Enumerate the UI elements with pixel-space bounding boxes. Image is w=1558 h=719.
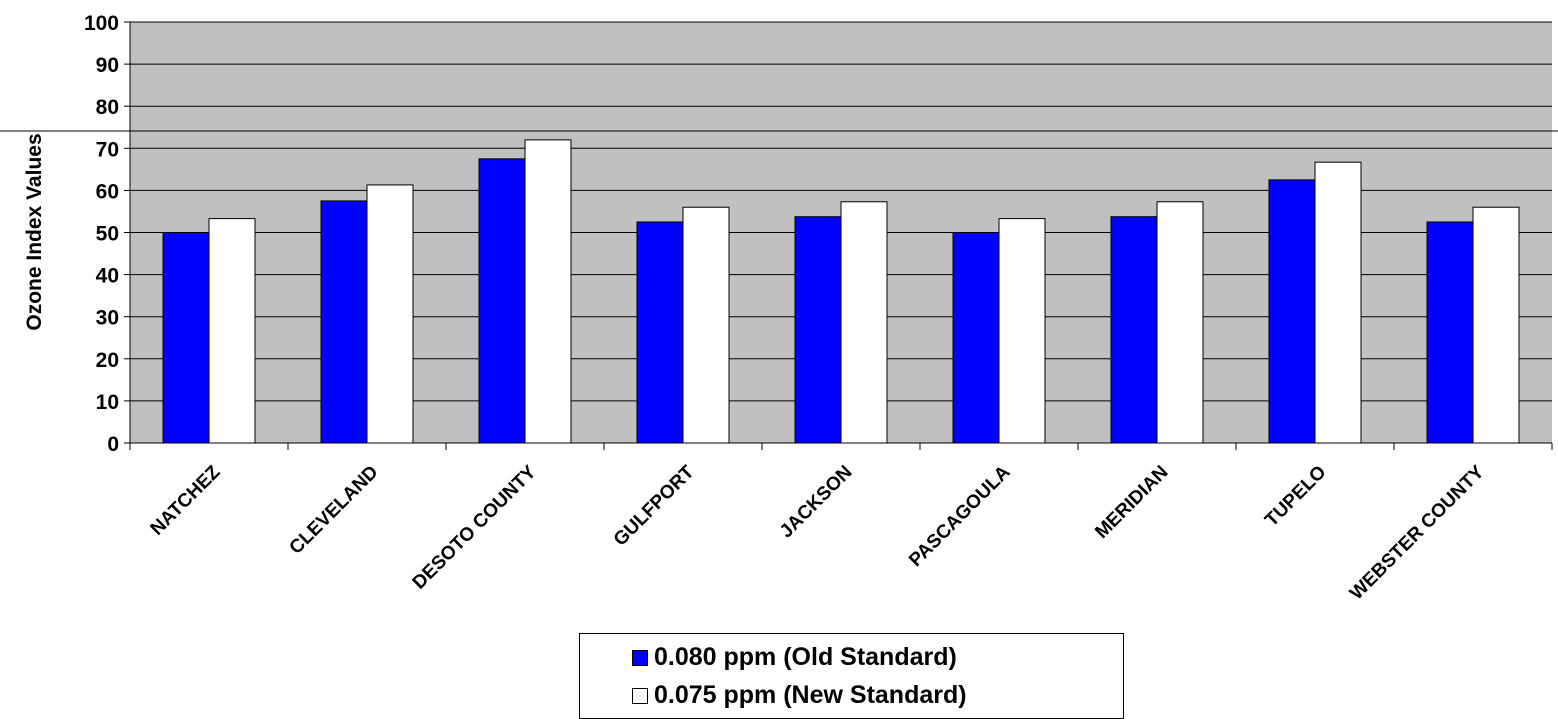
- bars: [162, 139, 1520, 444]
- y-tick-label: 90: [96, 54, 119, 77]
- x-tick-label: DESOTO COUNTY: [409, 461, 541, 593]
- bar-new-cleveland: [366, 184, 414, 444]
- x-tick-label: PASCAGOULA: [905, 461, 1015, 571]
- x-tick-label: MERIDIAN: [1091, 462, 1172, 543]
- y-tick-label: 0: [107, 433, 119, 456]
- y-tick-label: 60: [96, 180, 119, 203]
- bar-new-gulfport: [682, 206, 730, 444]
- y-tick-label: 20: [96, 349, 119, 372]
- x-tick-label: CLEVELAND: [286, 462, 383, 559]
- y-tick-label: 10: [96, 391, 119, 414]
- legend-item-new-standard: 0.075 ppm (New Standard): [632, 681, 967, 710]
- legend-item-old-standard: 0.080 ppm (Old Standard): [632, 643, 957, 672]
- bar-old-jackson: [794, 216, 842, 444]
- bar-old-desoto-county: [478, 158, 526, 444]
- bar-new-pascagoula: [998, 218, 1046, 444]
- bar-old-gulfport: [636, 221, 684, 444]
- y-tick-label: 50: [96, 223, 119, 246]
- y-tick-label: 80: [96, 96, 119, 119]
- x-tick-labels: NATCHEZ CLEVELAND DESOTO COUNTY GULFPORT JAC…: [146, 461, 1488, 604]
- x-tick-label: TUPELO: [1261, 462, 1330, 531]
- bar-new-meridian: [1156, 201, 1204, 444]
- y-tick-label: 40: [96, 265, 119, 288]
- y-tick-labels: 0 10 20 30 40 50 60 70 80 90 100: [84, 12, 119, 456]
- y-tick-label: 100: [84, 12, 119, 35]
- bar-new-desoto-county: [524, 139, 572, 444]
- bar-old-cleveland: [320, 200, 368, 444]
- x-tick-label: WEBSTER COUNTY: [1346, 461, 1489, 604]
- bar-old-tupelo: [1268, 179, 1316, 444]
- x-tick-label: NATCHEZ: [146, 461, 224, 539]
- y-tick-label: 70: [96, 138, 119, 161]
- legend-swatch-old-standard: [632, 649, 648, 666]
- legend-label-old-standard: 0.080 ppm (Old Standard): [654, 643, 957, 671]
- y-axis-title: Ozone Index Values: [23, 133, 46, 330]
- legend-label-new-standard: 0.075 ppm (New Standard): [654, 681, 967, 709]
- bar-old-natchez: [162, 232, 210, 444]
- x-tick-label: JACKSON: [776, 462, 857, 543]
- bar-old-meridian: [1110, 216, 1158, 444]
- legend: 0.080 ppm (Old Standard) 0.075 ppm (New …: [579, 633, 1124, 719]
- bar-new-tupelo: [1314, 161, 1362, 444]
- bar-new-jackson: [840, 201, 888, 444]
- bar-old-webster-county: [1426, 221, 1474, 444]
- x-tick-label: GULFPORT: [610, 461, 699, 550]
- legend-swatch-new-standard: [632, 687, 648, 704]
- bar-old-pascagoula: [952, 232, 1000, 444]
- axes: [124, 21, 1553, 450]
- bar-new-webster-county: [1472, 206, 1520, 444]
- bar-new-natchez: [208, 218, 256, 444]
- y-tick-label: 30: [96, 307, 119, 330]
